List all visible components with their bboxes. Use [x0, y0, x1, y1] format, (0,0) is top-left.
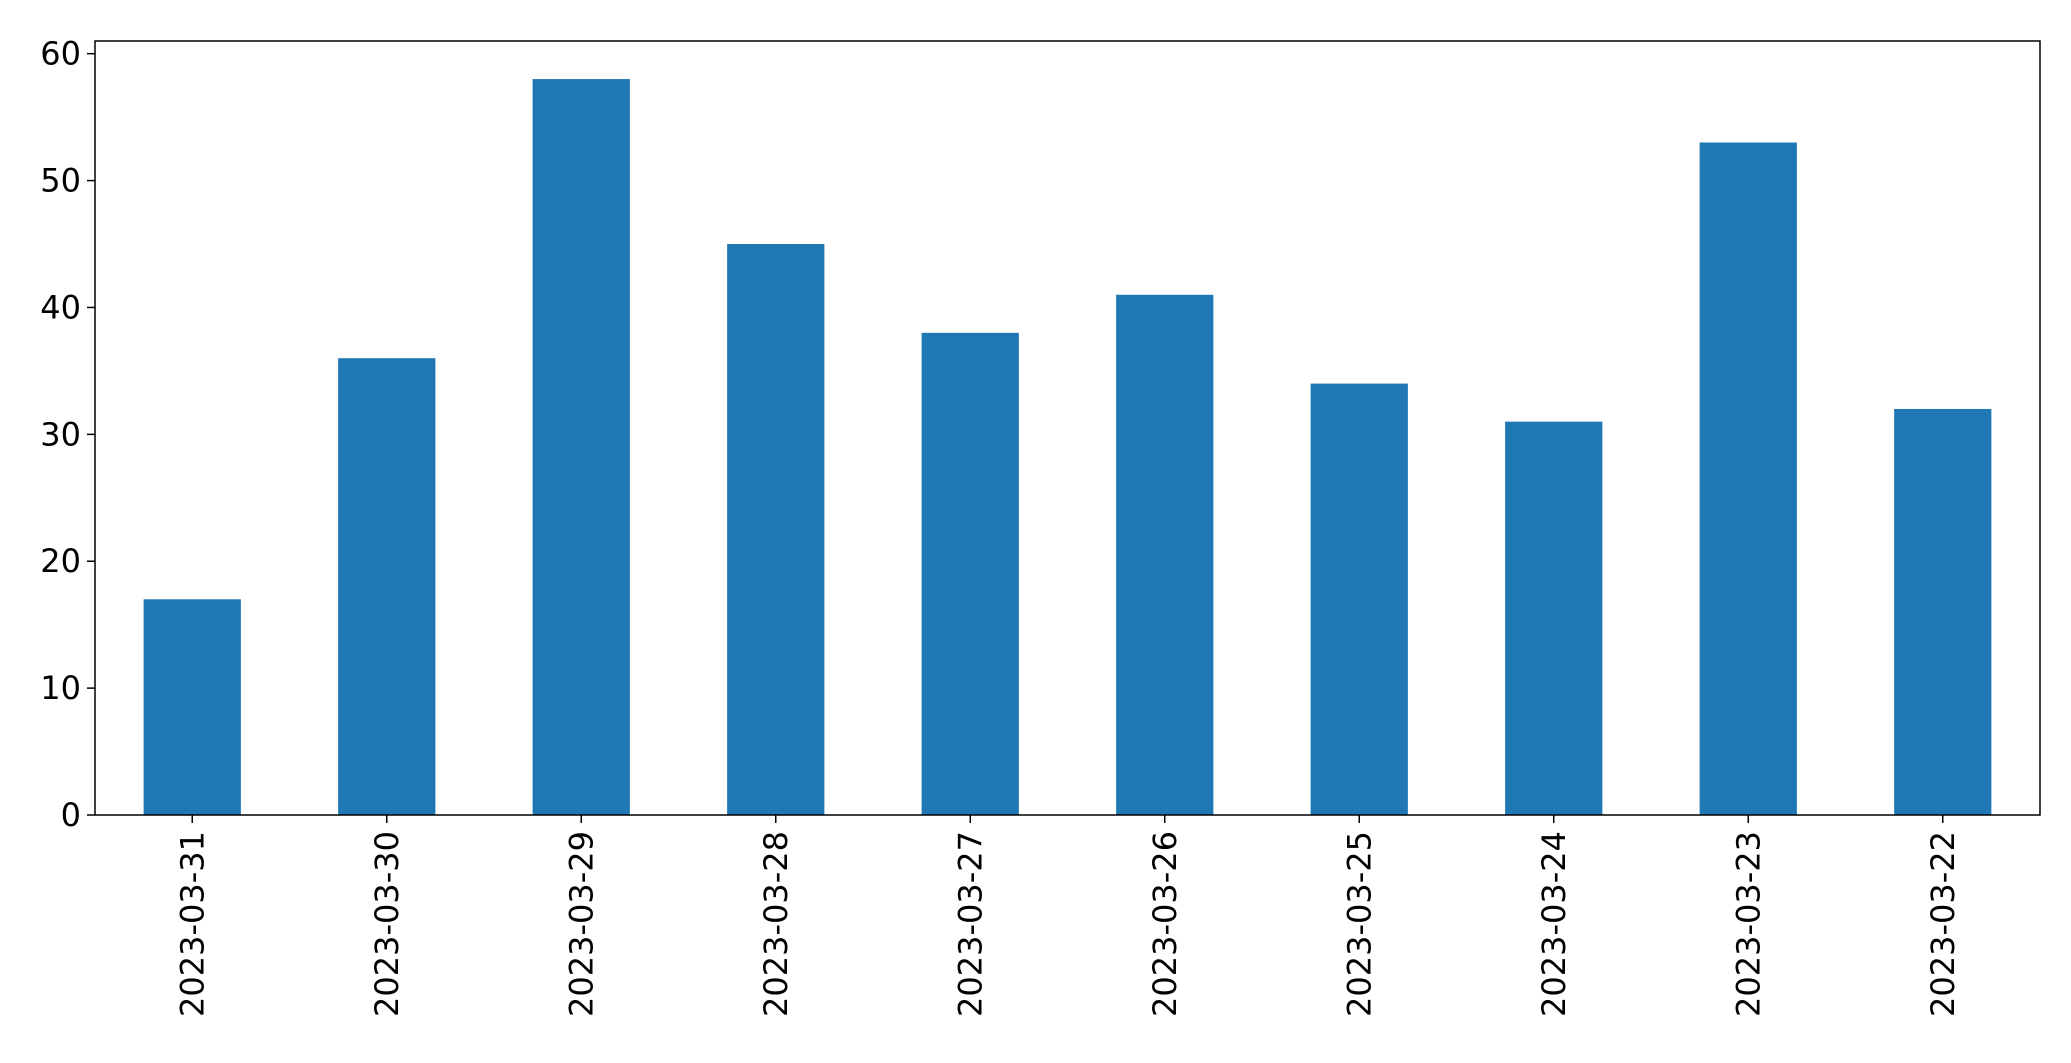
y-tick-label: 60: [40, 35, 81, 73]
y-tick-label: 30: [40, 415, 81, 453]
bar-2023-03-24: [1505, 421, 1603, 815]
y-tick-label: 50: [40, 162, 81, 200]
bars-group: [143, 79, 1992, 816]
x-tick-label: 2023-03-22: [1924, 831, 1962, 1017]
y-axis: 0 10 20 30 40 50 60: [40, 35, 95, 834]
y-tick-label: 0: [61, 796, 81, 834]
x-tick-label: 2023-03-24: [1535, 831, 1573, 1017]
x-axis: 2023-03-31 2023-03-30 2023-03-29 2023-03-28…: [173, 815, 1962, 1017]
bar-2023-03-31: [143, 599, 241, 815]
bar-2023-03-29: [532, 79, 630, 816]
y-tick-label: 40: [40, 288, 81, 326]
bar-2023-03-27: [921, 332, 1019, 815]
x-tick-label: 2023-03-30: [368, 831, 406, 1017]
y-tick-label: 20: [40, 542, 81, 580]
bar-2023-03-28: [727, 244, 825, 816]
x-tick-label: 2023-03-27: [951, 831, 989, 1017]
x-tick-label: 2023-03-28: [757, 831, 795, 1017]
bar-2023-03-25: [1310, 383, 1408, 815]
y-tick-label: 10: [40, 669, 81, 707]
x-tick-label: 2023-03-26: [1146, 831, 1184, 1017]
x-tick-label: 2023-03-25: [1340, 831, 1378, 1017]
bar-2023-03-23: [1699, 142, 1797, 816]
bar-2023-03-26: [1116, 294, 1214, 815]
bar-2023-03-22: [1894, 408, 1992, 815]
plot-frame: [94, 40, 2041, 816]
x-tick-label: 2023-03-29: [562, 831, 600, 1017]
x-tick-label: 2023-03-23: [1729, 831, 1767, 1017]
x-tick-label: 2023-03-31: [173, 831, 211, 1017]
bar-2023-03-30: [338, 358, 436, 815]
